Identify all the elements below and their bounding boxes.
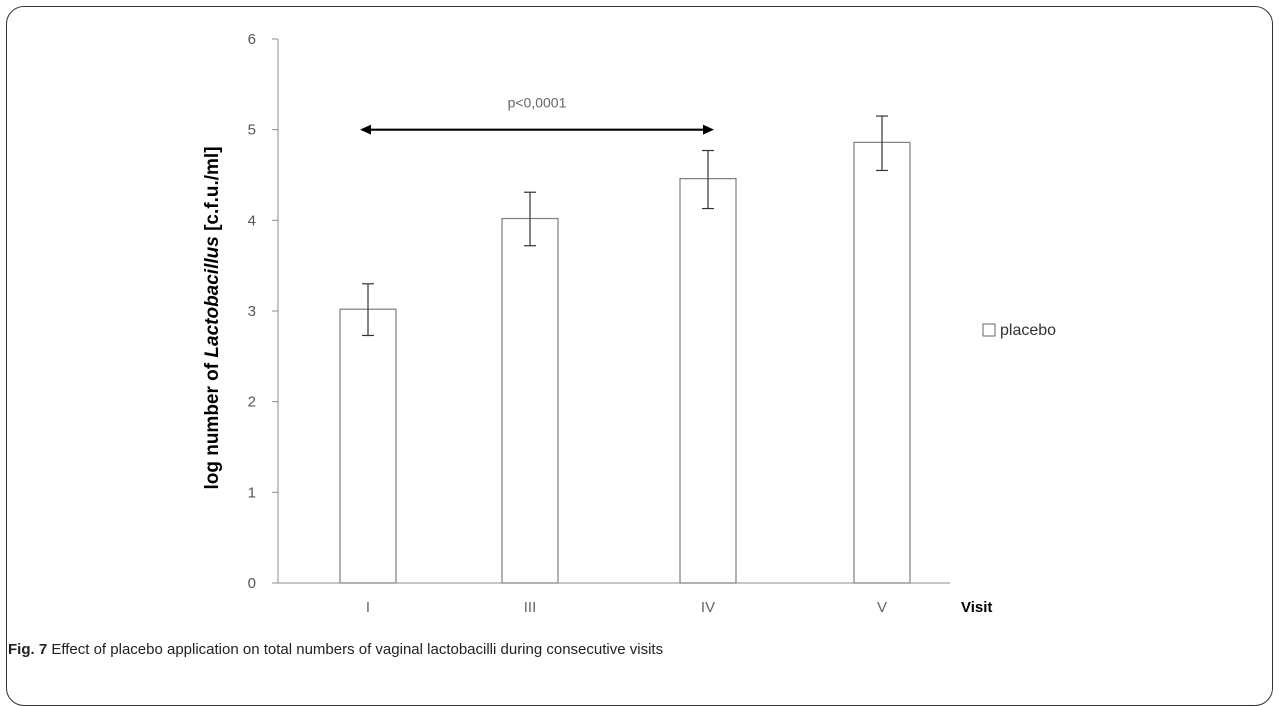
y-tick-label: 4 xyxy=(248,212,256,229)
y-tick-label: 2 xyxy=(248,394,256,411)
x-tick-label: V xyxy=(877,599,887,616)
y-tick-label: 1 xyxy=(248,484,256,501)
legend-label: placebo xyxy=(1000,322,1056,339)
figure-caption-text: Effect of placebo application on total n… xyxy=(47,641,664,658)
x-tick-label: III xyxy=(524,599,537,616)
y-tick-label: 6 xyxy=(248,31,256,48)
x-axis-label: Visit xyxy=(961,599,992,616)
figure-label: Fig. 7 xyxy=(8,641,48,658)
bar xyxy=(501,217,559,584)
y-tick-label: 5 xyxy=(248,122,256,139)
y-axis-label: log number of Lactobacillus [c.f.u./ml] xyxy=(202,146,223,489)
arrowhead-left-icon xyxy=(360,124,371,135)
x-tick-label: IV xyxy=(701,599,715,616)
bar xyxy=(339,308,397,584)
x-tick-label: I xyxy=(366,599,370,616)
y-tick-label: 0 xyxy=(248,575,256,592)
significance-label: p<0,0001 xyxy=(508,95,567,111)
arrowhead-right-icon xyxy=(703,124,714,135)
figure-caption: Fig. 7 Effect of placebo application on … xyxy=(8,641,663,658)
legend-swatch xyxy=(982,323,996,337)
bar xyxy=(853,141,911,584)
bar xyxy=(679,178,737,584)
y-tick-label: 3 xyxy=(248,303,256,320)
